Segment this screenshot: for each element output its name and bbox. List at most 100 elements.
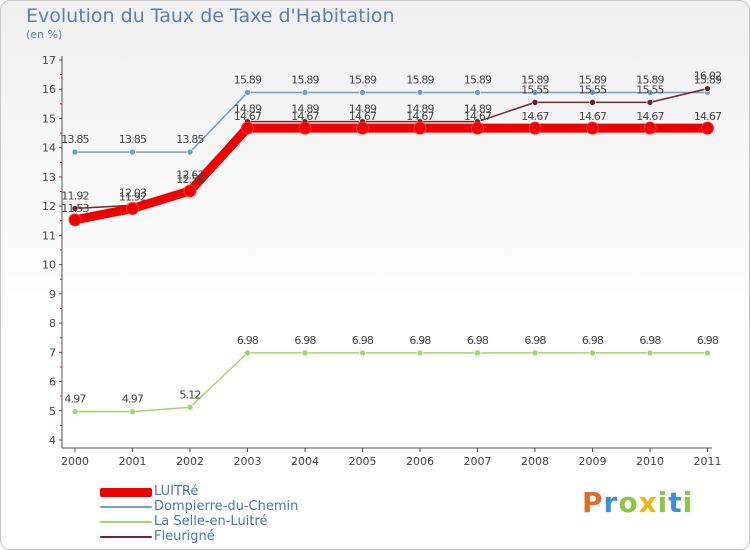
data-point <box>301 349 309 357</box>
data-label: 12.63 <box>176 169 204 182</box>
y-tick-label: 9 <box>49 288 56 301</box>
data-point <box>68 213 82 227</box>
data-point <box>531 89 539 96</box>
data-point <box>586 121 599 135</box>
data-label: 14.89 <box>291 103 319 116</box>
data-point <box>589 89 596 96</box>
data-point <box>416 349 424 357</box>
data-point <box>701 121 714 135</box>
x-tick-label: 2007 <box>464 455 492 468</box>
y-tick-label: 4 <box>49 434 56 447</box>
y-tick-label: 5 <box>49 405 56 418</box>
data-label: 15.89 <box>406 73 434 86</box>
data-point <box>589 349 596 357</box>
logo-letter: P <box>582 486 604 519</box>
data-point <box>129 148 136 156</box>
legend-item: Dompierre-du-Chemin <box>100 499 400 514</box>
y-tick-label: 12 <box>42 200 56 213</box>
data-label: 6.98 <box>352 334 374 347</box>
data-label: 13.85 <box>119 133 147 146</box>
x-tick-label: 2011 <box>694 455 722 468</box>
legend-item: La Selle-en-Luitré <box>100 514 400 529</box>
y-tick-label: 6 <box>49 376 56 389</box>
legend-swatch <box>100 487 152 497</box>
data-point <box>471 121 484 135</box>
data-point <box>301 89 309 96</box>
data-label: 15.55 <box>636 83 664 96</box>
chart-title: Evolution du Taux de Taxe d'Habitation <box>26 5 395 27</box>
data-point <box>589 99 596 106</box>
x-tick-label: 2000 <box>61 455 89 468</box>
data-label: 11.92 <box>119 190 147 203</box>
x-tick-label: 2001 <box>119 455 147 468</box>
data-point <box>244 349 251 357</box>
line-chart: 4 5 6 7 8 9 10 11 12 13 14 15 16 17 2000 2001 2002 2003 20… <box>42 54 723 468</box>
data-label: 14.67 <box>636 110 664 123</box>
data-point <box>129 408 136 415</box>
data-label: 14.67 <box>521 110 549 123</box>
y-tick-label: 16 <box>42 83 56 96</box>
logo-letter: t <box>668 486 683 519</box>
data-label: 14.67 <box>579 110 607 123</box>
data-label: 15.89 <box>694 73 722 86</box>
data-point <box>646 99 654 106</box>
data-label: 13.85 <box>61 133 89 146</box>
legend-item: LUITRé <box>100 484 400 499</box>
data-label: 15.89 <box>636 73 664 86</box>
x-tick-label: 2009 <box>579 455 607 468</box>
y-tick-label: 14 <box>42 142 56 155</box>
data-point <box>241 121 254 135</box>
data-label: 14.67 <box>406 110 434 123</box>
x-tick-label: 2008 <box>521 455 549 468</box>
x-tick-label: 2010 <box>636 455 664 468</box>
data-point <box>356 121 369 135</box>
y-axis-unit: (en %) <box>26 28 63 41</box>
logo-letter: i <box>682 486 694 519</box>
data-point <box>704 85 711 92</box>
legend-swatch <box>100 521 152 523</box>
data-point <box>528 121 542 135</box>
series-line <box>75 91 708 153</box>
x-tick-label: 2003 <box>234 455 262 468</box>
legend-label: Fleurigné <box>154 529 215 544</box>
data-point <box>71 205 79 212</box>
legend-label: La Selle-en-Luitré <box>154 514 268 529</box>
data-label: 6.98 <box>237 334 259 347</box>
data-label: 14.89 <box>406 103 434 116</box>
data-label: 15.89 <box>291 73 319 86</box>
data-label: 15.89 <box>579 73 607 86</box>
data-point <box>186 148 194 156</box>
data-label: 6.98 <box>467 334 489 347</box>
x-tick-label: 2002 <box>176 455 204 468</box>
data-point <box>413 121 427 135</box>
series-line <box>75 352 708 413</box>
data-point <box>186 403 194 411</box>
data-label: 14.67 <box>349 110 377 123</box>
x-tick-label: 2005 <box>349 455 377 468</box>
data-label: 14.67 <box>291 110 319 123</box>
data-label: 11.53 <box>61 202 89 215</box>
data-point <box>298 121 312 135</box>
series-line <box>74 123 708 225</box>
logo-letter: i <box>657 486 669 519</box>
data-label: 14.89 <box>464 103 492 116</box>
data-label: 15.89 <box>521 73 549 86</box>
y-tick-label: 15 <box>42 112 56 125</box>
data-point <box>474 349 481 357</box>
data-label: 6.98 <box>582 334 604 347</box>
data-label: 14.67 <box>464 110 492 123</box>
series-line <box>74 87 708 210</box>
data-label: 5.12 <box>179 388 200 401</box>
data-label: 4.97 <box>64 393 86 406</box>
data-label: 15.55 <box>579 83 607 96</box>
data-label: 6.98 <box>524 334 546 347</box>
data-label: 12.52 <box>176 173 204 186</box>
data-label: 13.85 <box>176 133 204 146</box>
data-point <box>183 184 197 198</box>
x-tick-label: 2004 <box>291 455 319 468</box>
data-label: 14.89 <box>349 103 377 116</box>
data-label: 14.67 <box>694 110 722 123</box>
y-tick-label: 7 <box>49 346 56 359</box>
legend-swatch <box>100 506 152 508</box>
